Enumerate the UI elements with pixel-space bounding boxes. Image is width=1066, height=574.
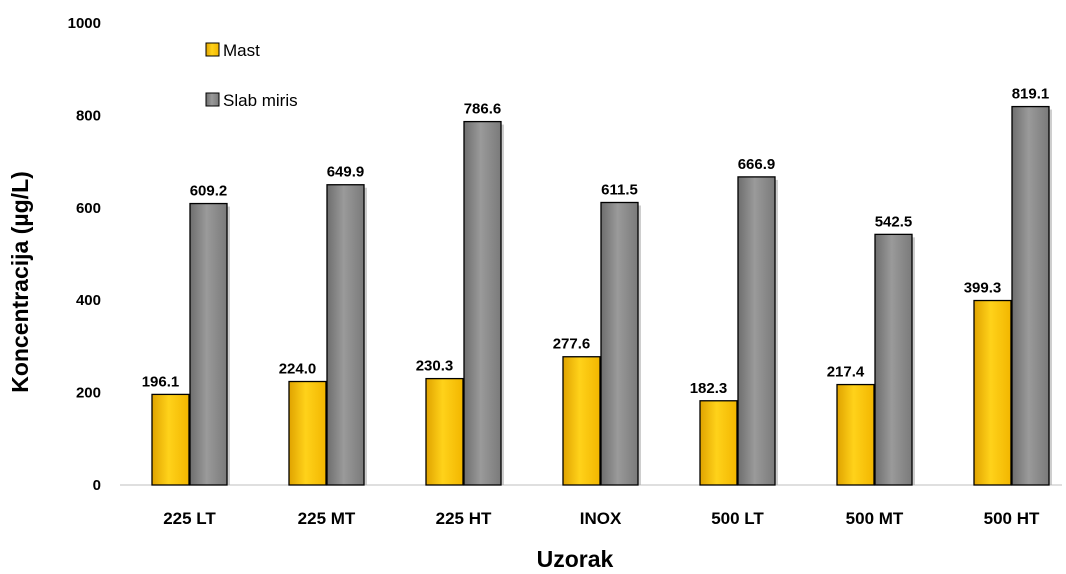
bar-mast [151,393,190,486]
data-label-slab-miris: 666.9 [738,156,776,173]
x-axis-title: Uzorak [537,546,614,572]
bar-mast [836,383,875,486]
bar-mast [699,400,738,486]
y-tick-label: 400 [76,292,101,309]
y-axis-ticks: 0 200 400 600 800 1000 [68,15,101,494]
y-tick-label: 0 [93,477,101,494]
x-category-label: 500 LT [711,509,764,528]
x-category-label: 225 HT [436,509,492,528]
data-label-slab-miris: 786.6 [464,101,502,118]
y-tick-label: 200 [76,385,101,402]
bar-mast [562,356,601,486]
y-tick-label: 1000 [68,15,101,32]
legend-item-slab-miris: Slab miris [205,91,298,110]
data-label-slab-miris: 609.2 [190,183,228,200]
data-label-slab-miris: 611.5 [601,181,638,198]
bar-slab-miris [189,202,228,486]
data-label-mast: 217.4 [827,364,865,381]
data-label-mast: 182.3 [690,380,728,397]
data-labels: 196.1 609.2 224.0 649.9 230.3 786.6 277.6 611.5… [142,86,1050,397]
x-category-label: INOX [580,509,622,528]
bar-slab-miris [600,201,639,486]
y-tick-label: 600 [76,200,101,217]
bar-slab-miris [737,176,776,486]
data-label-slab-miris: 542.5 [875,213,913,230]
legend-swatch-slab-miris [205,92,220,107]
x-category-label: 500 HT [984,509,1040,528]
x-category-label: 500 MT [846,509,904,528]
bar-slab-miris [326,184,365,486]
data-label-slab-miris: 819.1 [1012,86,1050,103]
bar-slab-miris [874,233,913,486]
y-tick-label: 800 [76,107,101,124]
bar-mast [288,380,327,486]
legend-item-mast: Mast [205,41,260,60]
data-label-mast: 399.3 [964,280,1002,297]
bar-mast [425,377,464,486]
data-label-mast: 277.6 [553,336,591,353]
x-axis-categories: 225 LT 225 MT 225 HT INOX 500 LT 500 MT 500 HT [163,509,1040,528]
legend-label-slab-miris: Slab miris [223,91,298,110]
data-label-slab-miris: 649.9 [327,164,365,181]
x-category-label: 225 MT [298,509,356,528]
y-axis-title: Koncentracija (µg/L) [7,171,33,393]
data-label-mast: 196.1 [142,373,180,390]
legend-swatch-mast [205,42,220,57]
legend: Mast Slab miris [205,41,298,110]
bars [151,105,1052,486]
bar-slab-miris [463,120,502,486]
x-category-label: 225 LT [163,509,216,528]
legend-label-mast: Mast [223,41,260,60]
bar-slab-miris [1011,105,1050,486]
data-label-mast: 230.3 [416,358,454,375]
data-label-mast: 224.0 [279,361,317,378]
bar-mast [973,299,1012,486]
